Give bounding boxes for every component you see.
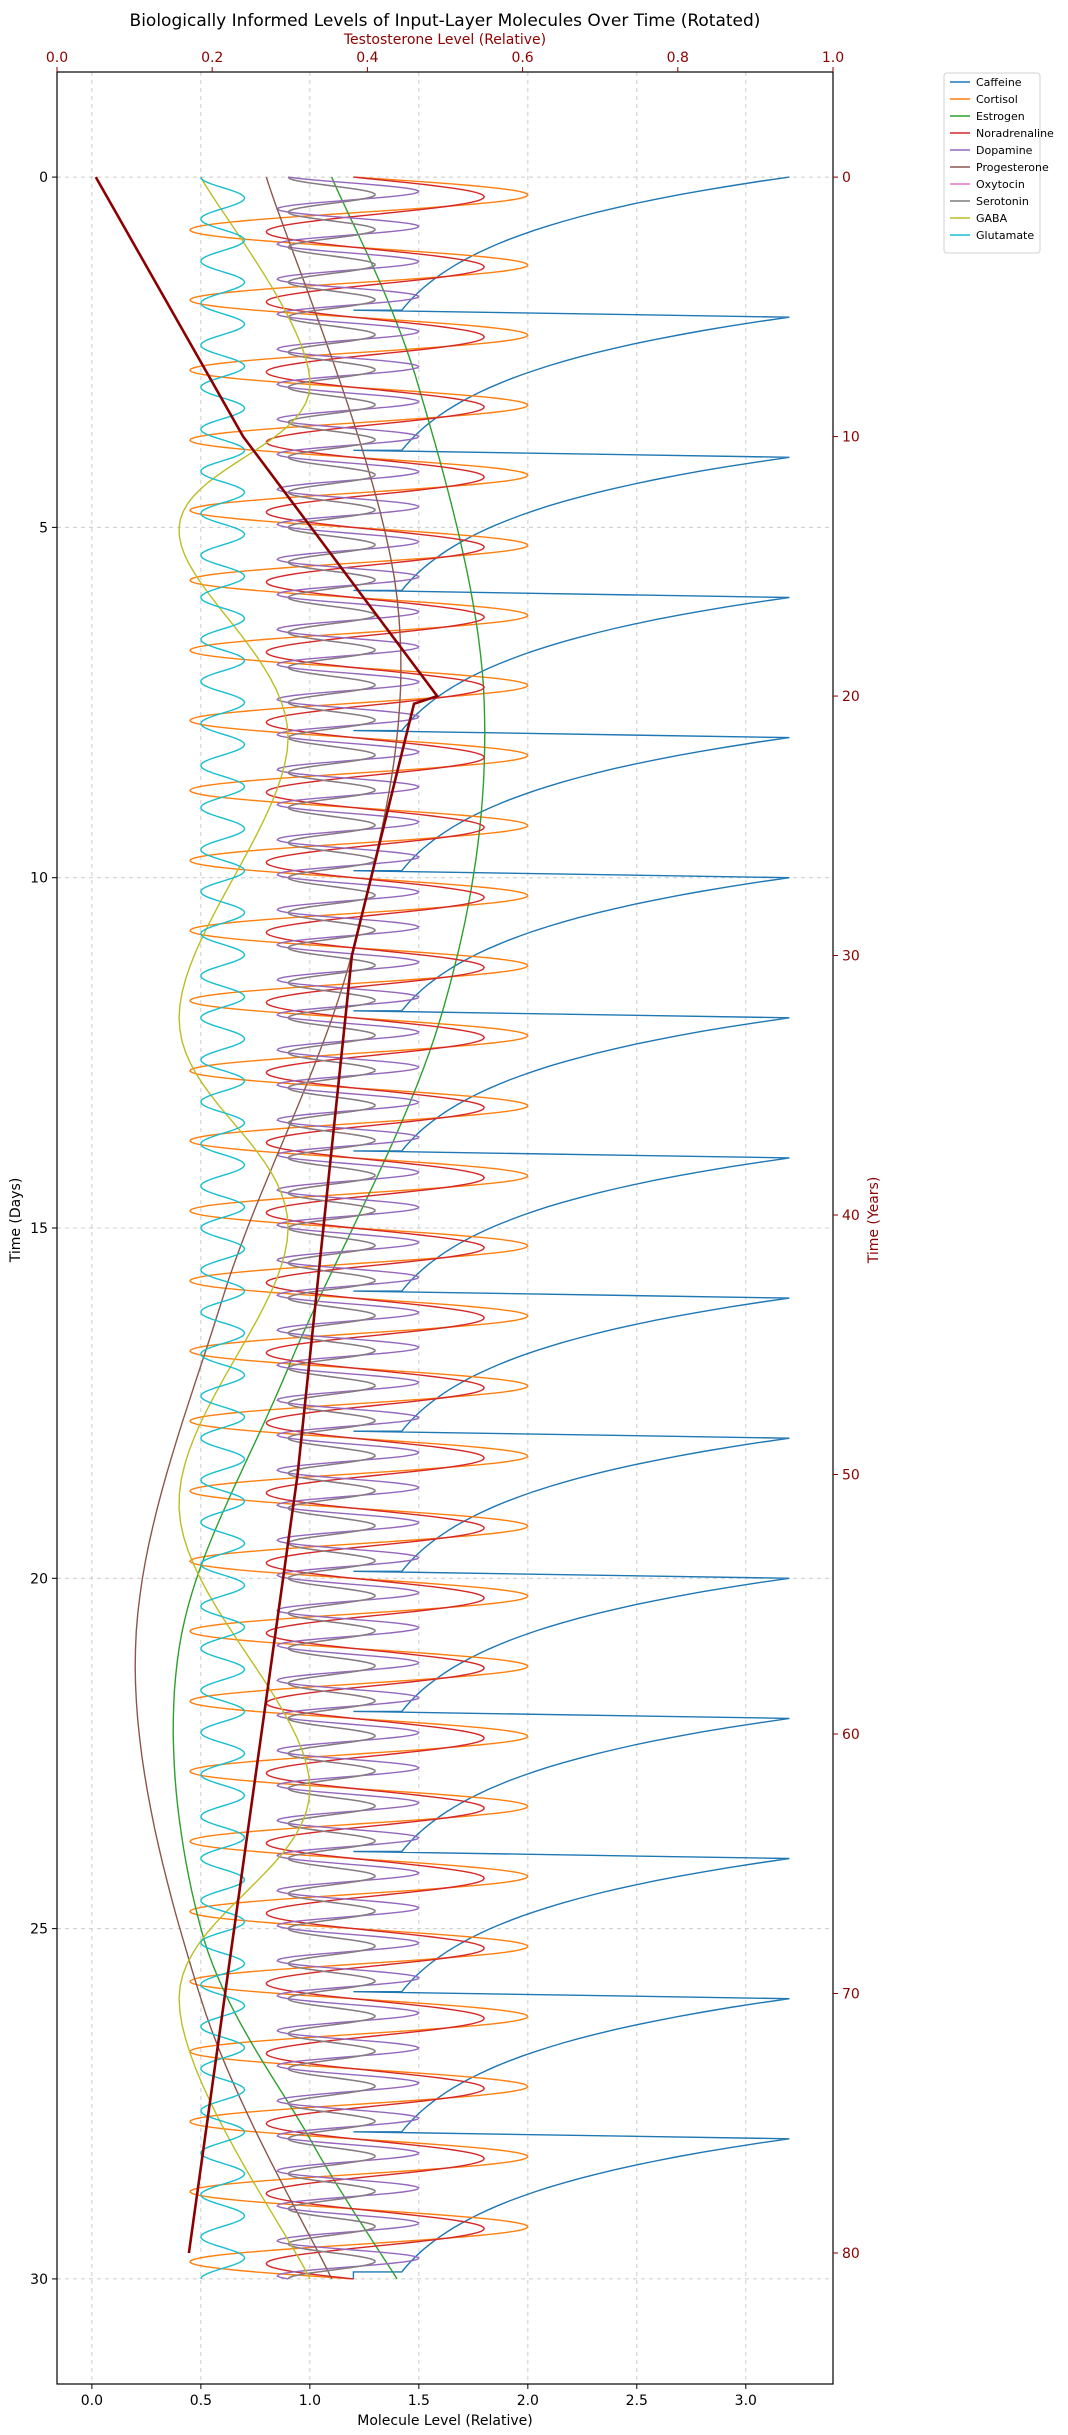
y-tick-label: 10: [30, 871, 48, 887]
legend-label: Oxytocin: [976, 178, 1025, 191]
legend-label: Serotonin: [976, 195, 1029, 208]
right-y-tick-label: 80: [842, 2246, 860, 2262]
legend-box: [943, 72, 1041, 254]
x-tick-label: 2.5: [626, 2393, 648, 2409]
y-tick-label: 15: [30, 1221, 48, 1237]
top-x-tick-label: 0.2: [201, 50, 223, 66]
right-y-tick-label: 40: [842, 1208, 860, 1224]
axes: 0.0 0.5 1.0 1.5 2.0 2.5 3.0 0 5 10 15 20 25 30 0.0 0.2 0…: [30, 50, 860, 2409]
right-y-tick-label: 60: [842, 1727, 860, 1743]
x-tick-label: 1.5: [408, 2393, 430, 2409]
right-y-tick-label: 10: [842, 430, 860, 446]
legend-label: GABA: [976, 212, 1008, 225]
series-line-caffeine: [352, 176, 790, 2279]
left-axis-label: Time (Days): [8, 1178, 24, 1264]
y-tick-label: 5: [39, 520, 48, 536]
legend-label: Progesterone: [976, 161, 1049, 174]
x-tick-label: 3.0: [735, 2393, 757, 2409]
series-line-gaba: [178, 176, 311, 2280]
bottom-axis-label: Molecule Level (Relative): [357, 2413, 532, 2429]
chart-title: Biologically Informed Levels of Input-La…: [130, 11, 761, 31]
x-tick-label: 0.0: [81, 2393, 103, 2409]
right-y-tick-label: 50: [842, 1468, 860, 1484]
x-tick-label: 0.5: [190, 2393, 212, 2409]
series-line-noradrenaline: [265, 176, 486, 2280]
y-tick-label: 30: [30, 2272, 48, 2288]
grid-lines: [57, 72, 833, 2384]
right-y-tick-label: 0: [842, 170, 851, 186]
legend-label: Glutamate: [976, 229, 1034, 242]
top-x-tick-label: 0.6: [511, 50, 533, 66]
legend-label: Cortisol: [976, 93, 1018, 106]
legend-label: Dopamine: [976, 144, 1033, 157]
top-x-tick-label: 0.4: [356, 50, 378, 66]
right-y-tick-label: 70: [842, 1986, 860, 2002]
legend-label: Caffeine: [976, 76, 1022, 89]
legend: Caffeine Cortisol Estrogen Noradrenaline Dop…: [943, 72, 1054, 254]
series-lines: [94, 176, 790, 2280]
top-x-tick-label: 0.0: [46, 50, 68, 66]
x-tick-label: 2.0: [517, 2393, 539, 2409]
legend-label: Noradrenaline: [976, 127, 1054, 140]
series-line-testosterone: [94, 176, 440, 2254]
y-tick-label: 0: [39, 170, 48, 186]
x-tick-label: 1.0: [299, 2393, 321, 2409]
series-line-glutamate: [200, 176, 246, 2280]
right-y-tick-label: 20: [842, 689, 860, 705]
y-tick-label: 20: [30, 1571, 48, 1587]
right-axis-label: Time (Years): [866, 1177, 882, 1265]
legend-label: Estrogen: [976, 110, 1025, 123]
right-y-tick-label: 30: [842, 949, 860, 965]
top-axis-label: Testosterone Level (Relative): [343, 32, 546, 48]
top-x-tick-label: 1.0: [822, 50, 844, 66]
series-line-progesterone: [134, 176, 402, 2280]
top-x-tick-label: 0.8: [667, 50, 689, 66]
y-tick-label: 25: [30, 1922, 48, 1938]
